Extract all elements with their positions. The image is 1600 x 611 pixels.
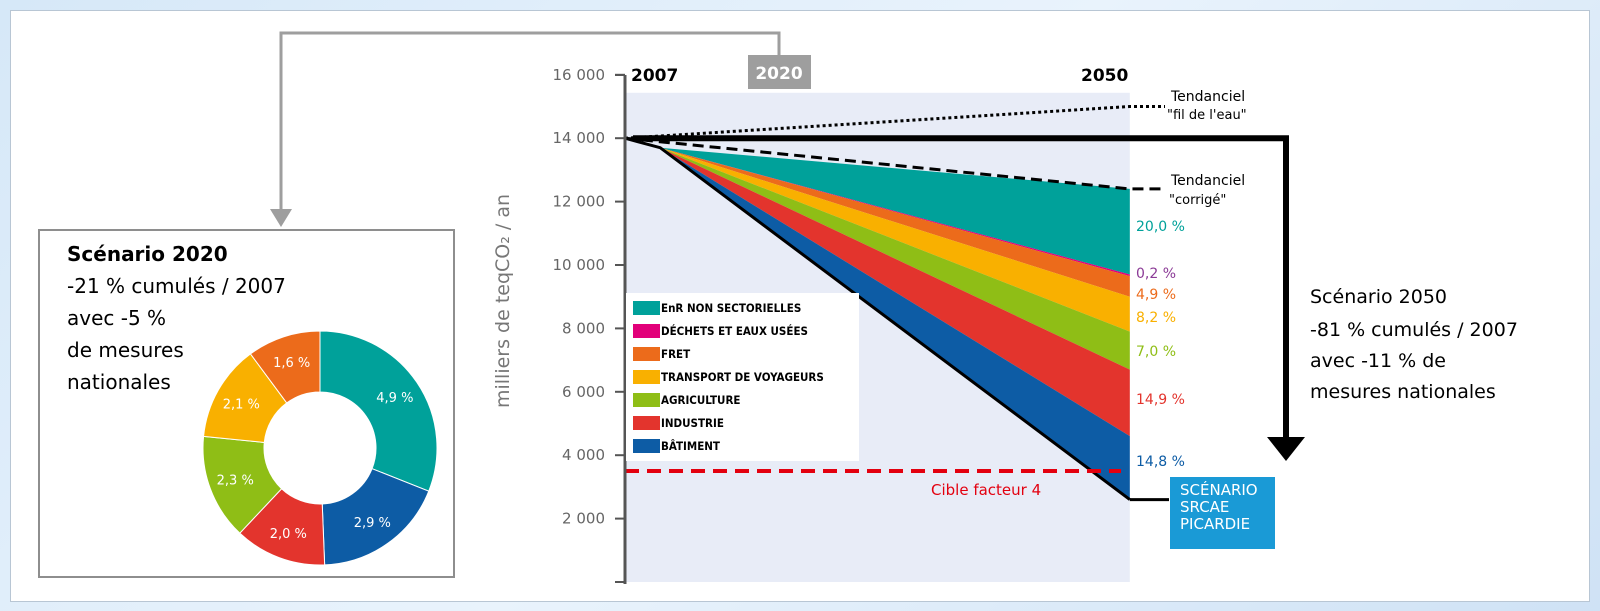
- wedge-label-6: 14,8 %: [1136, 454, 1185, 470]
- chart-frame: Cible facteur 4 2 000 4 000 6 000 8 000 10 00…: [10, 10, 1590, 602]
- wedge-1: [660, 147, 1130, 277]
- scenario-2050-title: Scénario 2050: [1310, 286, 1447, 308]
- legend-label-2: FRET: [661, 347, 690, 361]
- pie-subtitle-line-0: -21 % cumulés / 2007: [67, 274, 286, 298]
- legend-label-4: AGRICULTURE: [661, 393, 741, 407]
- wedge-label-5: 14,9 %: [1136, 392, 1185, 408]
- y-tick-label-1: 4 000: [562, 446, 605, 464]
- chart-canvas: Cible facteur 4 2 000 4 000 6 000 8 000 10 00…: [38, 31, 1518, 584]
- legend-swatch-6: [633, 439, 660, 453]
- tendanciel-corrige-label-line1: Tendanciel: [1170, 173, 1245, 189]
- y-tick-label-7: 16 000: [553, 66, 606, 84]
- scenario-2050-line-0: -81 % cumulés / 2007: [1310, 319, 1518, 341]
- pie-slice-label-0: 4,9 %: [376, 391, 413, 406]
- scenario-box: [1170, 477, 1275, 549]
- y-tick-label-3: 8 000: [562, 319, 605, 337]
- x-marker-2020-box: [748, 55, 811, 89]
- legend-label-5: INDUSTRIE: [661, 416, 724, 430]
- legend-swatch-0: [633, 301, 660, 315]
- pie-subtitle-line-1: avec -5 %: [67, 306, 166, 330]
- target-label: Cible facteur 4: [931, 481, 1041, 499]
- wedge-0: [660, 147, 1130, 275]
- wedge-label-4: 7,0 %: [1136, 344, 1176, 360]
- pie-subtitle-line-3: nationales: [67, 370, 171, 394]
- legend-label-6: BÂTIMENT: [661, 438, 720, 453]
- legend-background: [626, 293, 859, 461]
- wedge-label-3: 8,2 %: [1136, 310, 1176, 326]
- y-tick-label-0: 2 000: [562, 510, 605, 528]
- legend-label-1: DÉCHETS ET EAUX USÉES: [661, 323, 808, 338]
- reduction-arrow-line: [633, 135, 1289, 441]
- pie-slice-label-1: 2,9 %: [354, 516, 391, 531]
- wedge-2: [660, 147, 1130, 297]
- pie-slice-label-5: 1,6 %: [273, 356, 310, 371]
- pie-slice-0: [319, 330, 438, 492]
- y-tick-label-4: 10 000: [553, 256, 606, 274]
- scenario-box-line-0: SCÉNARIO: [1180, 480, 1258, 499]
- scenario-line: [624, 136, 1131, 501]
- legend-swatch-4: [633, 393, 660, 407]
- wedge-4: [660, 147, 1130, 370]
- y-tick-label-5: 12 000: [553, 193, 606, 211]
- legend-swatch-2: [633, 347, 660, 361]
- pie-slice-label-4: 2,1 %: [223, 397, 260, 412]
- y-tick-label-6: 14 000: [553, 129, 606, 147]
- y-axis-label: milliers de teqCO₂ / an: [492, 194, 514, 408]
- wedge-label-2: 4,9 %: [1136, 287, 1176, 303]
- legend-label-0: EnR NON SECTORIELLES: [661, 301, 801, 315]
- pie-subtitle-line-2: de mesures: [67, 338, 184, 362]
- reduction-arrow-head: [1267, 437, 1305, 461]
- scenario-2050-line-2: mesures nationales: [1310, 381, 1496, 403]
- tendanciel-fil-label-line2: "fil de l'eau": [1167, 108, 1247, 123]
- y-tick-label-2: 6 000: [562, 383, 605, 401]
- legend-label-3: TRANSPORT DE VOYAGEURS: [661, 370, 824, 384]
- x-marker-2050: 2050: [1081, 66, 1128, 86]
- pie-title: Scénario 2020: [67, 242, 228, 266]
- tendanciel-fil-line: [624, 105, 1165, 140]
- pie-slice-5: [249, 330, 321, 404]
- tendanciel-fil-label-line1: Tendanciel: [1170, 89, 1245, 105]
- pie-slice-label-2: 2,0 %: [270, 527, 307, 542]
- tendanciel-corrige-line: [624, 136, 1165, 191]
- x-marker-2007: 2007: [631, 66, 678, 86]
- connector-line: [279, 31, 781, 211]
- scenario-box-line-2: PICARDIE: [1180, 515, 1250, 533]
- legend-swatch-5: [633, 416, 660, 430]
- wedge-label-1: 0,2 %: [1136, 266, 1176, 282]
- wedge-label-0: 20,0 %: [1136, 219, 1185, 235]
- pie-slice-label-3: 2,3 %: [217, 474, 254, 489]
- legend-swatch-3: [633, 370, 660, 384]
- connector-arrow-head: [270, 209, 292, 227]
- x-marker-2020: 2020: [755, 64, 802, 84]
- scenario-box-line-1: SRCAE: [1180, 498, 1229, 516]
- legend-swatch-1: [633, 324, 660, 338]
- scenario-2050-line-1: avec -11 % de: [1310, 350, 1446, 372]
- tendanciel-corrige-label-line2: "corrigé": [1169, 193, 1226, 208]
